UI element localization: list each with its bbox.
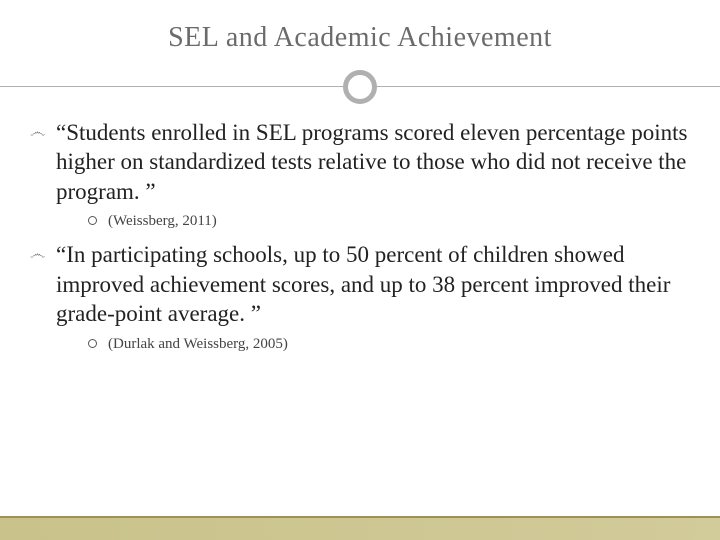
- bullet-text: “In participating schools, up to 50 perc…: [56, 240, 690, 328]
- citation-item: (Durlak and Weissberg, 2005): [30, 335, 690, 353]
- slide: SEL and Academic Achievement ෴ “Students…: [0, 0, 720, 540]
- content-region: ෴ “Students enrolled in SEL programs sco…: [0, 108, 720, 353]
- citation-text: (Weissberg, 2011): [108, 213, 217, 229]
- bullet-text: “Students enrolled in SEL programs score…: [56, 118, 690, 206]
- page-title: SEL and Academic Achievement: [0, 22, 720, 54]
- divider-circle-icon: [343, 70, 377, 104]
- title-region: SEL and Academic Achievement: [0, 0, 720, 54]
- footer-accent-bar: [0, 518, 720, 540]
- citation-item: (Weissberg, 2011): [30, 212, 690, 230]
- swirl-bullet-icon: ෴: [30, 246, 45, 264]
- citation-text: (Durlak and Weissberg, 2005): [108, 336, 288, 352]
- title-divider: [0, 68, 720, 108]
- swirl-bullet-icon: ෴: [30, 124, 45, 142]
- circle-bullet-icon: [88, 216, 97, 225]
- bullet-item: ෴ “In participating schools, up to 50 pe…: [30, 240, 690, 328]
- circle-bullet-icon: [88, 339, 97, 348]
- bullet-item: ෴ “Students enrolled in SEL programs sco…: [30, 118, 690, 206]
